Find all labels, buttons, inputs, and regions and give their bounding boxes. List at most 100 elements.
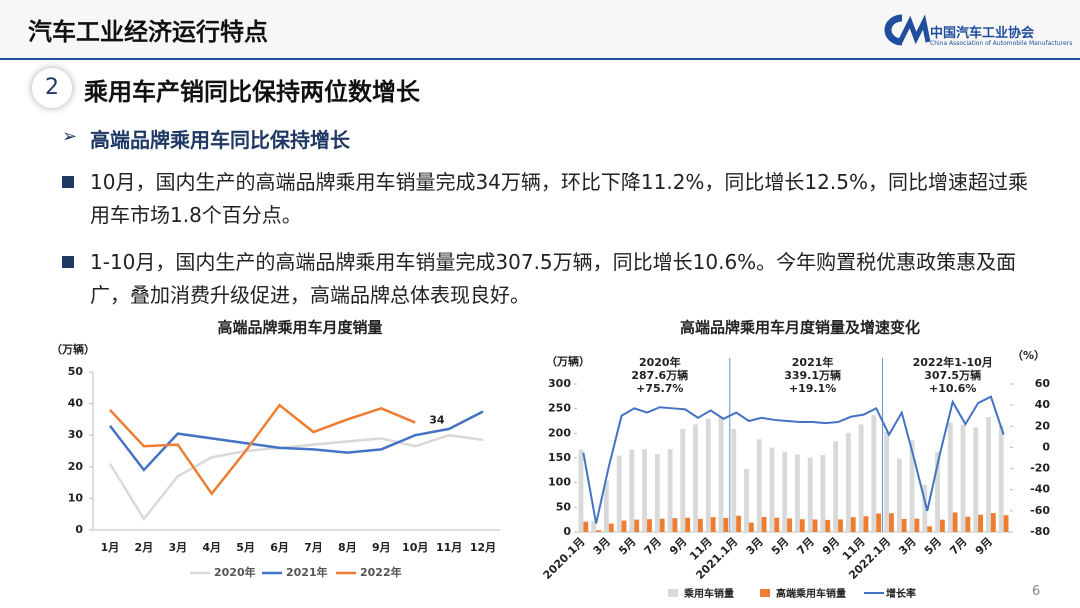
bar: [1003, 515, 1009, 532]
annotation: 2021年: [792, 355, 834, 369]
bar: [654, 454, 660, 532]
bar: [795, 454, 800, 532]
y2-tick-label: -80: [1030, 525, 1050, 538]
x-tick-label: 2020.1月: [541, 535, 588, 582]
legend-swatch: [760, 589, 770, 597]
bar: [990, 513, 996, 532]
x-tick-label: 5月: [616, 535, 638, 557]
annotation: 2022年1-10月: [913, 355, 993, 369]
bar: [774, 517, 780, 532]
y-tick-label: 150: [548, 451, 571, 464]
x-tick-label: 9月: [372, 541, 391, 554]
logo-cn: 中国汽车工业协会: [930, 26, 1035, 41]
bar: [748, 522, 754, 532]
bar: [889, 513, 894, 532]
y-tick-label: 50: [68, 365, 84, 378]
bar: [838, 519, 843, 532]
legend-label: 乘用车销量: [683, 587, 734, 600]
bullet-square: [62, 256, 74, 268]
bar: [850, 517, 856, 532]
x-tick-label: 7月: [947, 535, 969, 557]
x-tick-label: 5月: [236, 541, 255, 554]
annotation: 2020年: [639, 355, 681, 369]
section-title: 乘用车产销同比保持两位数增长: [84, 78, 420, 106]
y2-tick-label: -40: [1030, 483, 1050, 496]
bar: [935, 452, 940, 532]
bar: [914, 518, 920, 532]
y-tick-label: 100: [548, 476, 571, 489]
annotation: +10.6%: [929, 382, 976, 395]
y-tick-label: 20: [68, 460, 84, 473]
bar: [578, 449, 584, 532]
y-tick-label: 0: [563, 525, 571, 538]
paragraph: 1-10月，国内生产的高端品牌乘用车销量完成307.5万辆，同比增长10.6%。…: [90, 250, 1017, 307]
header-title: 汽车工业经济运行特点: [28, 18, 268, 46]
bar: [863, 516, 869, 532]
bar: [769, 447, 775, 532]
bar: [596, 530, 601, 532]
bar: [960, 424, 966, 532]
bar: [820, 455, 826, 532]
bar: [998, 425, 1004, 532]
bar: [965, 516, 971, 532]
bar: [833, 441, 839, 532]
paragraph: 10月，国内生产的高端品牌乘用车销量完成34万辆，环比下降11.2%，同比增长1…: [90, 170, 1028, 227]
bar: [608, 523, 614, 532]
series-line: [109, 403, 416, 496]
legend-label: 2022年: [360, 565, 402, 579]
x-tick-label: 11月: [436, 541, 462, 554]
bar: [909, 440, 915, 532]
bar: [978, 514, 984, 532]
legend-label: 高端乘用车销量: [776, 587, 846, 600]
x-tick-label: 1月: [101, 541, 120, 554]
bar: [807, 457, 813, 532]
y2-tick-label: 20: [1035, 419, 1051, 432]
bar: [731, 428, 737, 532]
bar: [858, 424, 864, 532]
legend-label: 增长率: [886, 587, 916, 600]
bar: [685, 517, 691, 532]
bullet-arrow: ➢: [62, 126, 78, 147]
chart-title: 高端品牌乘用车月度销量: [217, 319, 382, 337]
bar: [896, 458, 902, 532]
y2-axis-label: （%）: [1012, 349, 1045, 362]
legend-label: 2021年: [286, 565, 328, 579]
bar: [812, 519, 818, 532]
x-tick-label: 7月: [794, 535, 816, 557]
y-axis-label: （万辆）: [546, 354, 590, 368]
logo-icon: [884, 14, 931, 46]
x-tick-label: 2月: [135, 541, 154, 554]
bar: [876, 513, 882, 532]
x-tick-label: 9月: [667, 535, 689, 557]
bar: [947, 422, 953, 532]
bar: [787, 518, 792, 532]
bar: [680, 428, 686, 532]
bar: [672, 518, 678, 532]
annotation: +19.1%: [789, 382, 836, 395]
bar: [634, 519, 640, 532]
bar: [973, 427, 979, 532]
x-tick-label: 3月: [744, 535, 766, 557]
x-tick-label: 9月: [820, 535, 842, 557]
x-tick-label: 12月: [470, 541, 496, 554]
x-tick-label: 9月: [973, 535, 995, 557]
y2-tick-label: 40: [1035, 398, 1051, 411]
bar: [642, 449, 648, 532]
x-tick-label: 5月: [769, 535, 791, 557]
bar: [884, 431, 890, 532]
bar: [647, 519, 652, 532]
bullet-heading: 高端品牌乘用车同比保持增长: [90, 128, 350, 152]
y-tick-label: 40: [68, 397, 84, 410]
bar: [927, 526, 933, 532]
bar: [583, 521, 589, 532]
bar: [591, 521, 597, 532]
bar: [667, 449, 673, 532]
x-tick-label: 5月: [922, 535, 944, 557]
bar: [616, 455, 622, 532]
annotation: 339.1万辆: [784, 368, 841, 382]
annotation: 307.5万辆: [924, 368, 981, 382]
bar: [761, 516, 767, 532]
y-axis-label: （万辆）: [51, 342, 95, 356]
